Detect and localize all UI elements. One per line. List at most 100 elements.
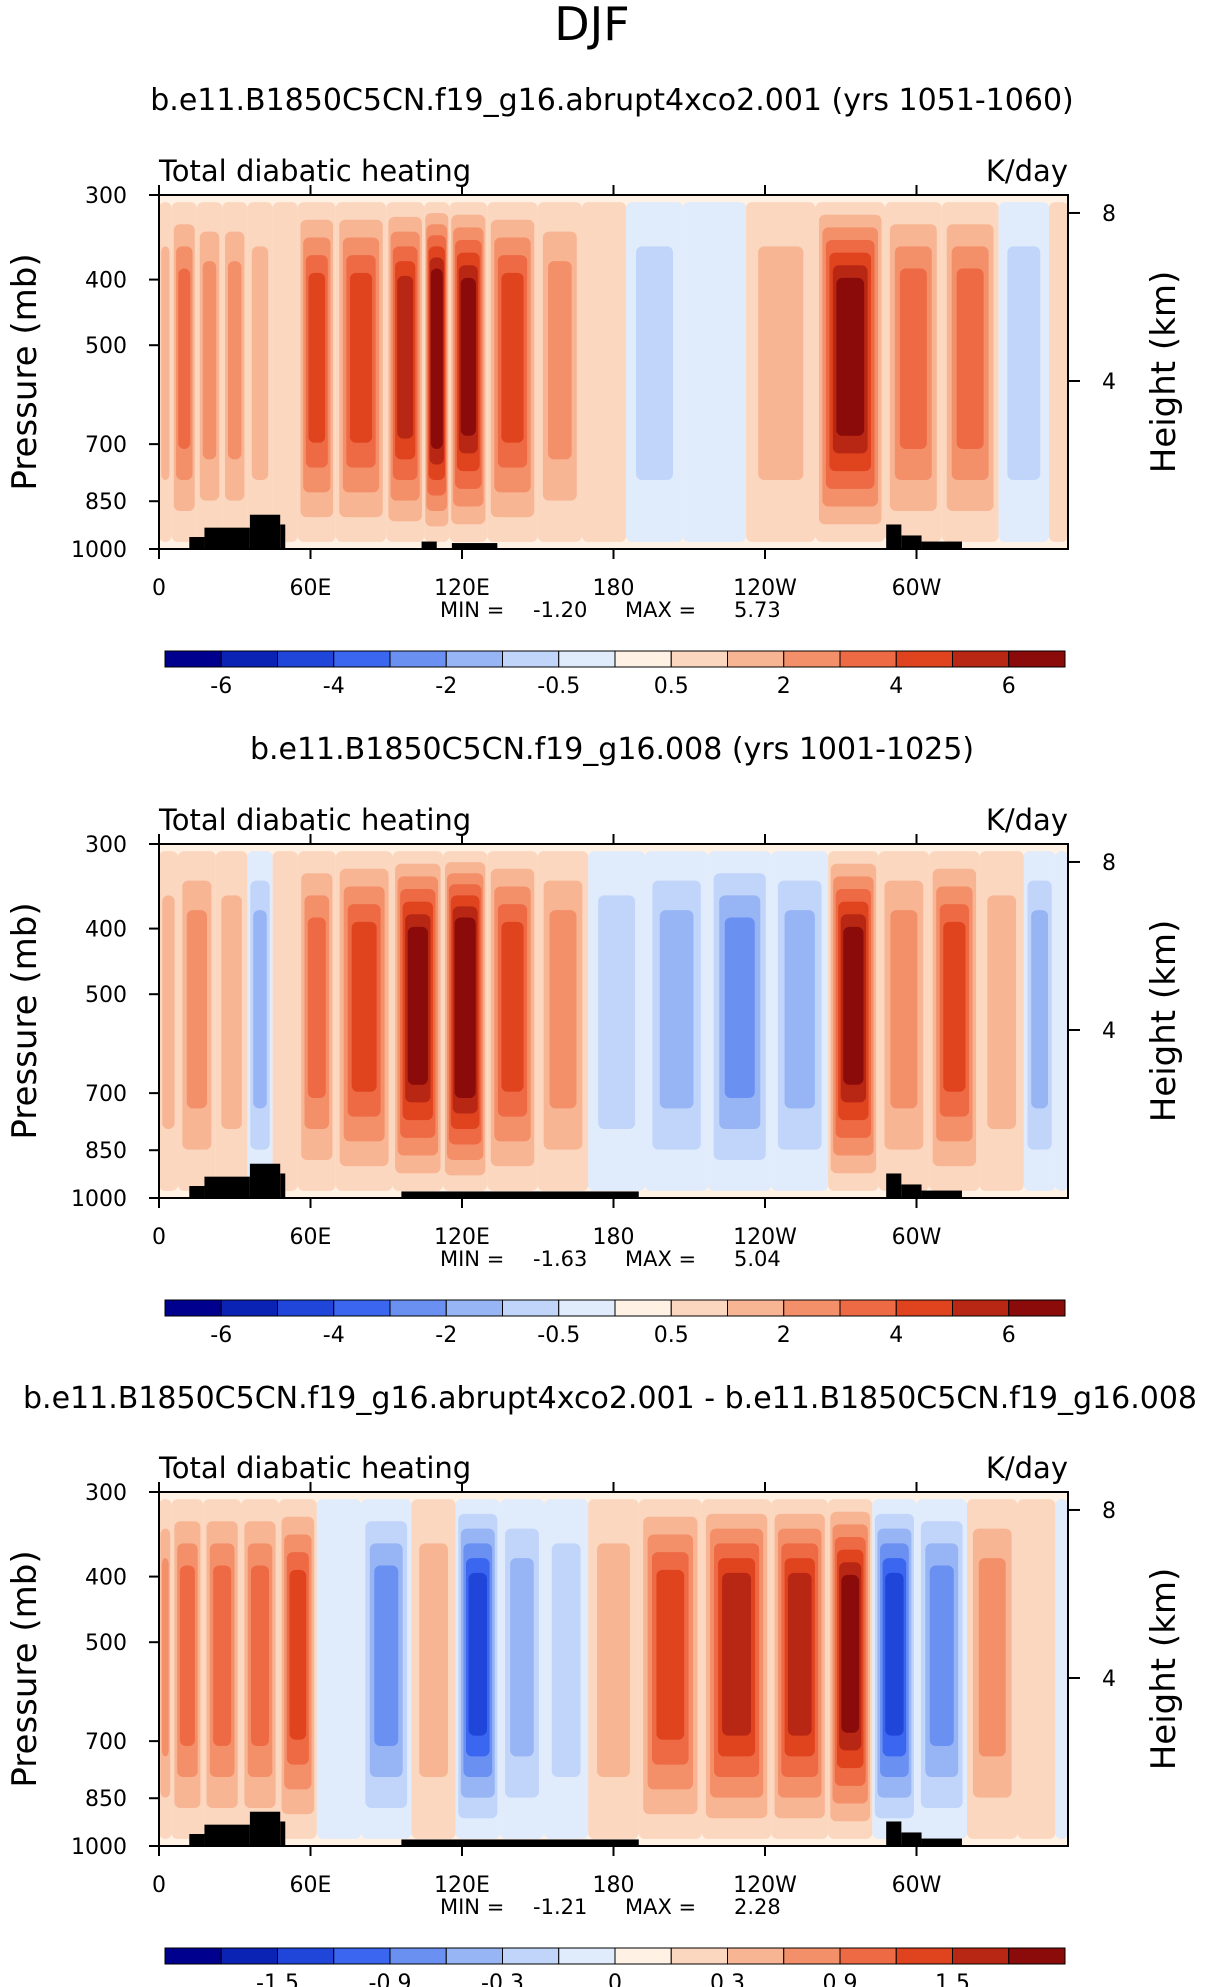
colorbar-swatch [333, 1947, 391, 1965]
heating-cell [548, 261, 572, 460]
topography [886, 1173, 902, 1198]
y-tick-label: 500 [85, 1631, 127, 1656]
y-tick-label: 850 [85, 1139, 127, 1164]
colorbar-label: -6 [210, 1323, 232, 1348]
variable-name: Total diabatic heating [158, 803, 471, 837]
topography [901, 535, 922, 549]
topography [204, 1176, 250, 1198]
colorbar-label: 4 [889, 1323, 903, 1348]
min-value: -1.21 [533, 1895, 587, 1919]
colorbar-swatch [727, 1299, 785, 1317]
x-tick-label: 0 [152, 1225, 166, 1250]
heating-cell [501, 272, 524, 443]
colorbar-swatch [727, 650, 785, 668]
heating-cell [179, 1565, 195, 1746]
colorbar-swatch [445, 1299, 503, 1317]
colorbar-swatch [389, 1299, 447, 1317]
colorbar-label: 0.3 [710, 1971, 745, 1987]
min-label: MIN = [440, 1247, 504, 1271]
colorbar-swatch [333, 650, 391, 668]
x-tick-label: 60E [290, 576, 332, 601]
height-axis-label: Height (km) [1144, 271, 1184, 474]
colorbar-label: 6 [1002, 1323, 1016, 1348]
heating-cell [272, 851, 298, 1191]
max-label: MAX = [625, 1247, 696, 1271]
heating-cell [161, 246, 170, 480]
colorbar-swatch [502, 1299, 560, 1317]
heating-cell [186, 910, 207, 1109]
heating-cell [272, 202, 298, 542]
heating-cell [1055, 851, 1068, 1191]
colorbar-swatch [558, 650, 616, 668]
colorbar-label: 6 [1002, 674, 1016, 699]
heating-cell [251, 246, 269, 480]
x-tick-label: 60W [892, 1873, 942, 1898]
y-axis-label: Pressure (mb) [5, 902, 45, 1139]
topography [886, 1821, 902, 1846]
topography [401, 1839, 639, 1846]
heating-cell [431, 279, 442, 434]
colorbar-label: 0 [608, 1971, 622, 1987]
heating-cell [836, 277, 865, 436]
x-tick-label: 120E [434, 1225, 490, 1250]
colorbar-swatch [670, 650, 728, 668]
colorbar-label: -6 [210, 674, 232, 699]
y-tick-label: 700 [85, 433, 127, 458]
colorbar-swatch [614, 1947, 672, 1965]
topography [249, 1811, 281, 1846]
heatmap-field [159, 844, 1068, 1198]
panel-2: b.e11.B1850C5CN.f19_g16.008 (yrs 1001-10… [5, 732, 1184, 1348]
heating-cell [221, 895, 242, 1129]
heating-cell [841, 1574, 860, 1733]
y-axis-label: Pressure (mb) [5, 253, 45, 490]
colorbar-swatch [277, 650, 335, 668]
colorbar-label: 0.5 [654, 674, 689, 699]
colorbar-swatch [164, 1947, 222, 1965]
colorbar-swatch [952, 1299, 1010, 1317]
colorbar-swatch [614, 650, 672, 668]
heating-cell [787, 1572, 812, 1736]
heating-cell [1055, 1499, 1068, 1839]
colorbar-swatch [277, 1947, 335, 1965]
heating-cell [307, 917, 326, 1098]
heatmap-field [159, 1492, 1068, 1846]
units-label: K/day [986, 154, 1068, 188]
topography [280, 1173, 286, 1198]
min-label: MIN = [440, 598, 504, 622]
topography [249, 514, 281, 549]
topography [451, 543, 498, 549]
heating-cell [161, 1558, 169, 1757]
topography [204, 1824, 250, 1846]
topography [921, 1838, 962, 1846]
heating-cell [659, 910, 694, 1109]
x-tick-label: 60W [892, 1225, 942, 1250]
heating-cell [581, 202, 627, 542]
heating-cell [656, 1569, 685, 1740]
colorbar-swatch [220, 1947, 278, 1965]
y-tick-label: 700 [85, 1082, 127, 1107]
topography [901, 1832, 922, 1846]
heating-cell [349, 272, 373, 443]
heating-cell [784, 910, 815, 1109]
colorbar: -6 -4 -2 -0.5 0.5 2 4 6 [164, 1299, 1066, 1348]
max-value: 5.73 [734, 598, 781, 622]
y-tick-label: 300 [85, 1481, 127, 1506]
variable-name: Total diabatic heating [158, 154, 471, 188]
topography [901, 1184, 922, 1198]
heating-cell [456, 928, 474, 1083]
heating-cell [722, 1572, 752, 1736]
heating-cell [308, 272, 326, 443]
heating-cell [724, 917, 755, 1098]
heating-cell [598, 895, 636, 1129]
colorbar-swatch [952, 650, 1010, 668]
topography [921, 541, 962, 549]
heating-cell [501, 921, 524, 1092]
topography [189, 536, 205, 549]
heating-cell [202, 261, 217, 460]
colorbar-swatch [558, 1947, 616, 1965]
heating-cell [178, 268, 191, 449]
colorbar-swatch [783, 1947, 841, 1965]
height-tick-label: 4 [1102, 1667, 1116, 1692]
max-value: 2.28 [734, 1895, 781, 1919]
min-value: -1.20 [533, 598, 587, 622]
